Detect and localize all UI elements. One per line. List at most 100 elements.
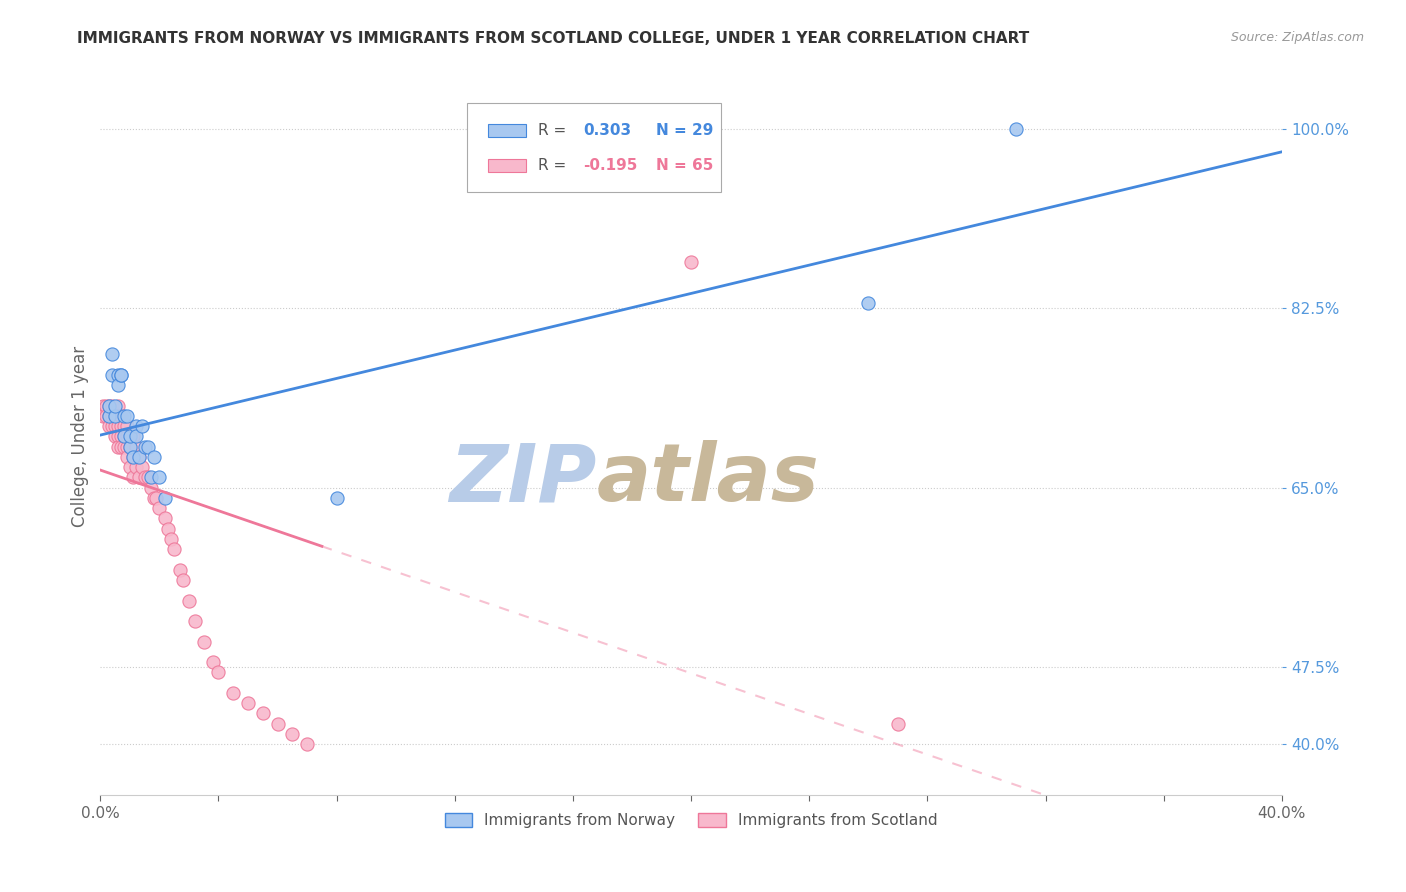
FancyBboxPatch shape (488, 159, 526, 172)
Point (118, 429, 141, 443)
Y-axis label: College, Under 1 year: College, Under 1 year (72, 346, 89, 527)
Point (121, 429, 143, 443)
Point (98, 399, 121, 413)
Point (142, 491, 165, 505)
Text: R =: R = (538, 158, 571, 173)
Point (115, 419, 138, 434)
Point (201, 655, 224, 669)
Point (112, 409, 135, 423)
Point (887, 716, 910, 731)
Point (157, 522, 180, 536)
FancyBboxPatch shape (488, 125, 526, 137)
Point (104, 429, 127, 443)
Point (134, 440, 156, 454)
Point (295, 737, 318, 751)
Point (148, 501, 170, 516)
Point (110, 409, 132, 423)
Point (112, 429, 135, 443)
Point (131, 460, 153, 475)
Point (155, 491, 177, 505)
Point (125, 440, 148, 454)
Text: N = 29: N = 29 (657, 123, 713, 138)
Point (160, 532, 183, 546)
Point (136, 440, 159, 454)
Point (110, 368, 132, 382)
FancyBboxPatch shape (467, 103, 721, 193)
Point (193, 634, 215, 648)
Point (112, 419, 135, 434)
Point (115, 440, 138, 454)
Point (125, 429, 148, 443)
Text: ZIP: ZIP (449, 441, 596, 518)
Point (128, 470, 150, 484)
Point (107, 368, 129, 382)
Point (107, 399, 129, 413)
Text: IMMIGRANTS FROM NORWAY VS IMMIGRANTS FROM SCOTLAND COLLEGE, UNDER 1 YEAR CORRELA: IMMIGRANTS FROM NORWAY VS IMMIGRANTS FRO… (77, 31, 1029, 46)
Point (110, 440, 132, 454)
Point (104, 399, 127, 413)
Point (107, 409, 129, 423)
Point (1005, 121, 1028, 136)
Point (681, 255, 703, 269)
Point (107, 440, 129, 454)
Point (131, 419, 153, 434)
Point (98, 409, 121, 423)
Point (112, 429, 135, 443)
Point (110, 368, 132, 382)
Point (136, 470, 159, 484)
Point (110, 429, 132, 443)
Point (172, 573, 194, 587)
Point (118, 440, 141, 454)
Point (98, 399, 121, 413)
Point (101, 409, 124, 423)
Point (125, 460, 148, 475)
Point (107, 429, 129, 443)
Point (96, 399, 118, 413)
Point (101, 347, 124, 361)
Point (107, 419, 129, 434)
Text: Source: ZipAtlas.com: Source: ZipAtlas.com (1230, 31, 1364, 45)
Point (281, 727, 304, 741)
Point (98, 419, 121, 434)
Point (145, 491, 167, 505)
Point (236, 696, 259, 710)
Point (128, 450, 150, 464)
Point (163, 542, 186, 557)
Point (207, 665, 229, 680)
Point (325, 491, 347, 505)
Point (121, 450, 143, 464)
Point (101, 368, 124, 382)
Point (858, 296, 880, 310)
Point (125, 419, 148, 434)
Point (115, 450, 138, 464)
Point (104, 419, 127, 434)
Point (101, 419, 124, 434)
Text: R =: R = (538, 123, 571, 138)
Point (110, 419, 132, 434)
Point (91, 399, 114, 413)
Point (139, 481, 162, 495)
Point (107, 378, 129, 392)
Point (252, 706, 274, 721)
Text: atlas: atlas (596, 441, 820, 518)
Point (148, 470, 170, 484)
Point (115, 409, 138, 423)
Point (104, 409, 127, 423)
Point (96, 409, 118, 423)
Legend: Immigrants from Norway, Immigrants from Scotland: Immigrants from Norway, Immigrants from … (439, 807, 943, 834)
Point (118, 429, 141, 443)
Point (118, 440, 141, 454)
Point (155, 511, 177, 525)
Point (134, 470, 156, 484)
Point (91, 409, 114, 423)
Point (169, 563, 191, 577)
Point (115, 429, 138, 443)
Point (139, 470, 162, 484)
Point (121, 470, 143, 484)
Point (177, 593, 200, 607)
Text: -0.195: -0.195 (583, 158, 637, 173)
Point (104, 409, 127, 423)
Text: 0.303: 0.303 (583, 123, 631, 138)
Text: N = 65: N = 65 (657, 158, 713, 173)
Point (101, 399, 124, 413)
